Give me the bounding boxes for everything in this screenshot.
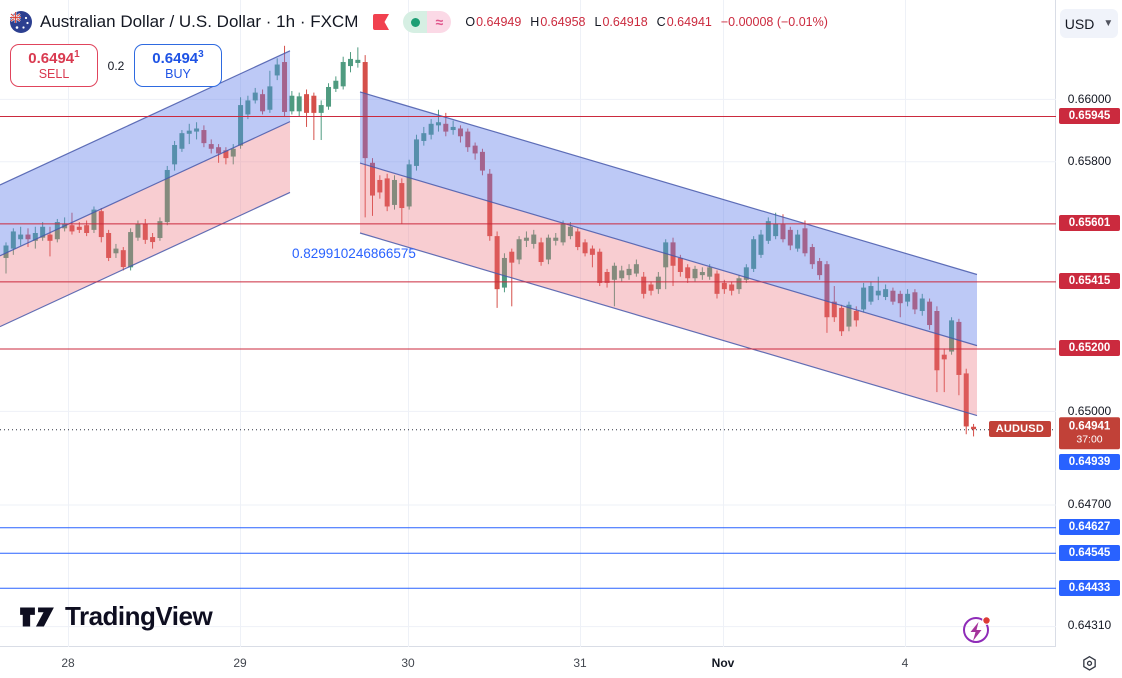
price-axis-label: 0.64433 — [1059, 580, 1120, 596]
sell-button-label: SELL — [38, 66, 70, 81]
sell-button[interactable]: 0.64941 SELL — [10, 44, 98, 87]
channel-ratio-label[interactable]: 0.829910246866575 — [292, 246, 416, 261]
time-axis-label: 30 — [401, 656, 415, 670]
chevron-down-icon: ▼ — [1103, 18, 1114, 29]
quick-trade-lightning-button[interactable] — [959, 611, 995, 647]
time-axis-label: 28 — [61, 656, 75, 670]
price-axis-label: 0.65601 — [1059, 215, 1120, 231]
tradingview-watermark: TradingView — [18, 601, 213, 632]
australia-flag-icon — [10, 11, 32, 33]
axis-settings-corner[interactable] — [1057, 648, 1122, 678]
price-axis[interactable]: USD ▼ 0.66000 0.65945 0.65800 0.65601 0.6541… — [1057, 0, 1122, 647]
buy-button[interactable]: 0.64943 BUY — [134, 44, 222, 87]
open-value: 0.64949 — [476, 15, 522, 29]
lightning-bolt-icon — [963, 616, 991, 643]
currency-selected-value: USD — [1064, 15, 1095, 32]
buy-button-label: BUY — [165, 66, 191, 81]
parallel-channels[interactable] — [0, 50, 978, 417]
time-axis-label: 29 — [233, 656, 247, 670]
price-axis-label: 0.64939 — [1059, 454, 1120, 470]
price-axis-label: 0.64310 — [1067, 618, 1112, 632]
countdown-timer: 37:00 — [1076, 433, 1103, 446]
price-axis-label: 0.65000 — [1067, 404, 1112, 418]
price-axis-label: 0.65945 — [1059, 108, 1120, 124]
time-axis[interactable]: 28 29 30 31 Nov 4 — [0, 648, 1056, 678]
market-open-dot-icon — [403, 11, 428, 33]
symbol-title[interactable]: Australian Dollar / U.S. Dollar · 1h · F… — [40, 12, 359, 31]
time-axis-label: Nov — [711, 656, 735, 670]
currency-selector[interactable]: USD ▼ — [1060, 9, 1118, 38]
candlestick-chart[interactable]: 0.829910246866575 — [0, 0, 1056, 647]
price-axis-label: 0.65200 — [1059, 340, 1120, 356]
chart-pane[interactable]: 0.829910246866575 Australian Dollar / U.… — [0, 0, 1056, 647]
time-axis-label: 4 — [901, 656, 909, 670]
price-axis-label: 0.65800 — [1067, 154, 1112, 168]
time-axis-label: 31 — [573, 656, 587, 670]
tradingview-logo-icon — [20, 607, 54, 626]
ohlc-readout: O0.64949 H0.64958 L0.64918 C0.64941 −0.0… — [465, 15, 828, 29]
symbol-header: Australian Dollar / U.S. Dollar · 1h · F… — [10, 11, 828, 33]
approx-price-icon: ≈ — [427, 11, 452, 33]
price-axis-label: 0.64700 — [1067, 497, 1112, 511]
market-status-pill[interactable]: ≈ — [403, 11, 452, 33]
current-price-axis-label: 0.64941 37:00 — [1059, 417, 1120, 449]
red-bookmark-icon[interactable] — [372, 13, 391, 31]
close-value: 0.64941 — [666, 15, 712, 29]
low-value: 0.64918 — [602, 15, 648, 29]
price-axis-label: 0.66000 — [1067, 92, 1112, 106]
tradingview-watermark-text: TradingView — [65, 601, 213, 631]
price-axis-label: 0.64627 — [1059, 519, 1120, 535]
change-value: −0.00008 (−0.01%) — [720, 15, 828, 29]
price-axis-label: 0.64545 — [1059, 545, 1120, 561]
price-axis-label: 0.65415 — [1059, 273, 1120, 289]
buy-sell-widget: 0.64941 SELL 0.2 0.64943 BUY — [10, 44, 222, 87]
current-symbol-price-tag: AUDUSD — [988, 421, 1051, 437]
price-alert-lines[interactable] — [0, 116, 1056, 589]
hexagon-settings-icon — [1083, 655, 1096, 671]
spread-value: 0.2 — [107, 58, 125, 73]
high-value: 0.64958 — [540, 15, 586, 29]
